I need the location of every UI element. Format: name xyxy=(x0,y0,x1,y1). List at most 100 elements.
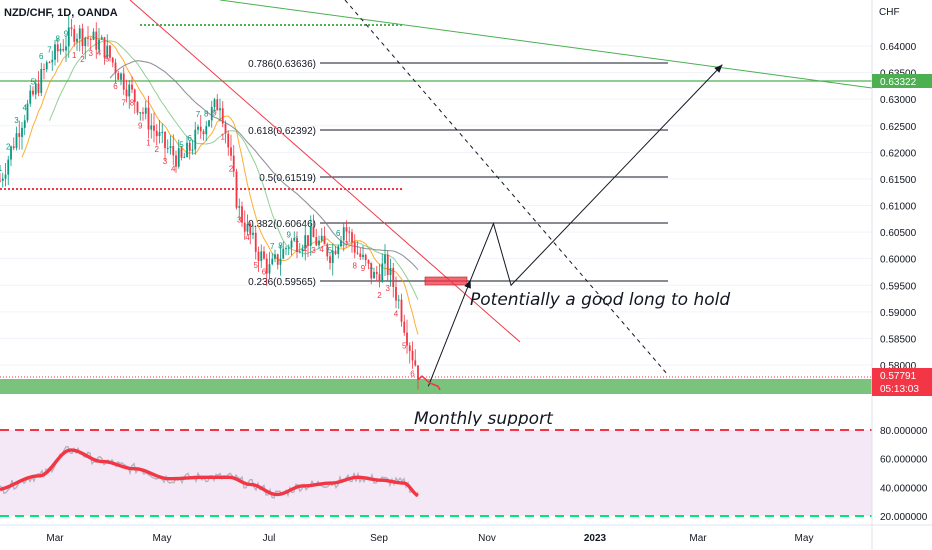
candle-body[interactable] xyxy=(95,31,98,50)
candle-body[interactable] xyxy=(411,350,414,361)
candle-body[interactable] xyxy=(309,226,312,246)
candle-body[interactable] xyxy=(216,99,219,111)
candle-body[interactable] xyxy=(221,108,224,124)
fibonacci-levels[interactable]: 0.786(0.63636) 0.618(0.62392) 0.5(0.6151… xyxy=(248,59,668,288)
candle-body[interactable] xyxy=(375,271,378,275)
candle-body[interactable] xyxy=(120,73,122,80)
candle-body[interactable] xyxy=(353,242,356,253)
candle-body[interactable] xyxy=(370,263,373,279)
candle-body[interactable] xyxy=(249,223,252,235)
candle-body[interactable] xyxy=(12,146,15,149)
candle-body[interactable] xyxy=(389,267,392,276)
candle-body[interactable] xyxy=(65,46,67,51)
candle-body[interactable] xyxy=(197,126,199,130)
candle-body[interactable] xyxy=(15,133,18,149)
candle-body[interactable] xyxy=(282,248,285,259)
candle-body[interactable] xyxy=(188,142,191,151)
candle-body[interactable] xyxy=(384,254,386,264)
candle-body[interactable] xyxy=(265,258,268,274)
candle-body[interactable] xyxy=(98,39,100,50)
candle-body[interactable] xyxy=(37,83,40,93)
candle-body[interactable] xyxy=(144,107,147,114)
candle-body[interactable] xyxy=(147,107,150,130)
candle-body[interactable] xyxy=(312,226,315,238)
candle-body[interactable] xyxy=(40,69,43,93)
candle-body[interactable] xyxy=(205,126,208,135)
candle-body[interactable] xyxy=(128,84,131,97)
candle-body[interactable] xyxy=(34,83,37,95)
candle-body[interactable] xyxy=(172,146,175,156)
candle-body[interactable] xyxy=(73,29,76,42)
candle-body[interactable] xyxy=(45,62,48,70)
candle-body[interactable] xyxy=(92,31,95,40)
candle-body[interactable] xyxy=(348,231,351,233)
candle-body[interactable] xyxy=(315,237,318,246)
candle-body[interactable] xyxy=(10,146,12,160)
candle-body[interactable] xyxy=(268,264,271,274)
candle-body[interactable] xyxy=(331,250,334,264)
candle-body[interactable] xyxy=(227,133,230,148)
candle-body[interactable] xyxy=(342,227,345,241)
candle-body[interactable] xyxy=(191,149,194,151)
time-axis[interactable]: Mar May Jul Sep Nov 2023 Mar May xyxy=(0,524,932,544)
candle-body[interactable] xyxy=(334,250,337,254)
candle-body[interactable] xyxy=(70,27,73,30)
candle-body[interactable] xyxy=(406,332,408,346)
candle-body[interactable] xyxy=(367,260,370,264)
candle-body[interactable] xyxy=(125,89,128,97)
candle-body[interactable] xyxy=(26,103,29,121)
candle-body[interactable] xyxy=(257,251,260,261)
candle-body[interactable] xyxy=(400,299,403,322)
candle-body[interactable] xyxy=(329,256,331,264)
candle-body[interactable] xyxy=(133,89,136,103)
candle-body[interactable] xyxy=(403,321,406,333)
candle-body[interactable] xyxy=(290,240,293,248)
candle-body[interactable] xyxy=(29,90,32,104)
candle-body[interactable] xyxy=(54,44,56,60)
candle-body[interactable] xyxy=(386,254,389,276)
candle-body[interactable] xyxy=(62,48,65,51)
candle-body[interactable] xyxy=(81,28,84,47)
candlestick-series[interactable] xyxy=(0,15,419,390)
candle-body[interactable] xyxy=(224,123,227,134)
candle-body[interactable] xyxy=(293,237,296,241)
candle-body[interactable] xyxy=(43,69,45,71)
candle-body[interactable] xyxy=(4,174,7,179)
candle-body[interactable] xyxy=(153,125,155,131)
candle-body[interactable] xyxy=(56,44,59,52)
candle-body[interactable] xyxy=(364,254,367,261)
candle-body[interactable] xyxy=(103,37,106,58)
candle-body[interactable] xyxy=(142,112,144,114)
candle-body[interactable] xyxy=(51,59,54,63)
candle-body[interactable] xyxy=(296,237,298,253)
candle-body[interactable] xyxy=(0,180,1,182)
candle-body[interactable] xyxy=(169,146,172,148)
candle-body[interactable] xyxy=(194,129,197,150)
candle-body[interactable] xyxy=(166,147,169,149)
candle-body[interactable] xyxy=(78,28,81,39)
candle-body[interactable] xyxy=(408,345,411,351)
candle-body[interactable] xyxy=(378,274,381,282)
candle-body[interactable] xyxy=(307,235,309,246)
candle-body[interactable] xyxy=(59,48,62,52)
candle-body[interactable] xyxy=(136,102,139,113)
monthly-support-zone[interactable] xyxy=(0,379,872,394)
candle-body[interactable] xyxy=(210,107,213,121)
candle-body[interactable] xyxy=(67,27,70,47)
candle-body[interactable] xyxy=(362,254,364,258)
candle-body[interactable] xyxy=(122,73,125,90)
candle-body[interactable] xyxy=(397,299,400,301)
candle-body[interactable] xyxy=(392,267,395,288)
candle-body[interactable] xyxy=(304,235,307,249)
candle-body[interactable] xyxy=(89,38,92,40)
candle-body[interactable] xyxy=(208,120,210,127)
candle-body[interactable] xyxy=(318,240,320,246)
candle-body[interactable] xyxy=(279,258,282,265)
rsi-pane[interactable] xyxy=(0,429,872,517)
candle-body[interactable] xyxy=(150,125,153,130)
candle-body[interactable] xyxy=(7,159,10,175)
candle-body[interactable] xyxy=(158,132,161,137)
candle-body[interactable] xyxy=(213,99,216,108)
